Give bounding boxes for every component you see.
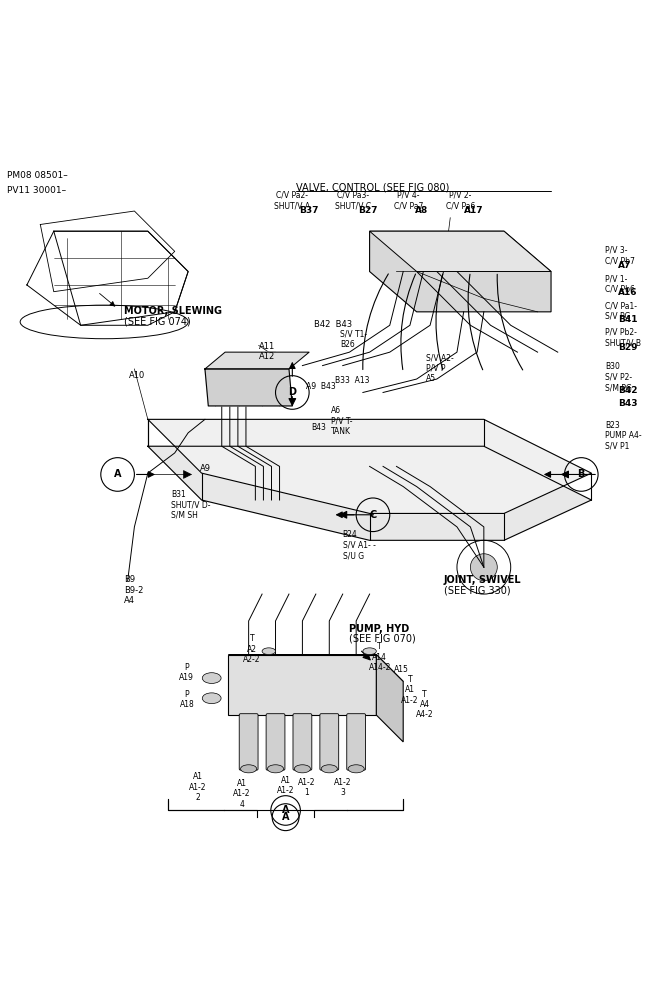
Text: T
A1
A1-2: T A1 A1-2 <box>401 675 419 705</box>
Circle shape <box>470 554 497 581</box>
Polygon shape <box>370 231 551 272</box>
Text: A1
A1-2
4: A1 A1-2 4 <box>233 779 251 809</box>
Text: A17: A17 <box>464 206 484 215</box>
Text: PM08 08501–: PM08 08501– <box>7 171 67 180</box>
Polygon shape <box>148 419 591 513</box>
Text: T
A14
A14-2: T A14 A14-2 <box>368 642 391 672</box>
Text: B37: B37 <box>299 206 319 215</box>
Text: B29: B29 <box>618 343 638 352</box>
Text: A1-2
3: A1-2 3 <box>334 778 351 797</box>
Ellipse shape <box>262 648 276 655</box>
Text: B41: B41 <box>618 315 638 324</box>
Ellipse shape <box>267 765 284 773</box>
FancyBboxPatch shape <box>239 714 258 770</box>
Text: B: B <box>578 469 585 479</box>
Text: P/V 4-
C/V Pa7: P/V 4- C/V Pa7 <box>394 191 423 210</box>
Polygon shape <box>228 655 376 715</box>
Ellipse shape <box>241 765 257 773</box>
Ellipse shape <box>363 648 376 655</box>
Text: (SEE FIG 330): (SEE FIG 330) <box>444 585 510 595</box>
Text: A16: A16 <box>618 288 638 297</box>
Text: B24
S/V A1- -
S/U G: B24 S/V A1- - S/U G <box>343 530 376 560</box>
Text: P/V 1-
C/V Pb6: P/V 1- C/V Pb6 <box>605 274 634 294</box>
Text: PV11 30001–: PV11 30001– <box>7 186 66 195</box>
Text: P/V 3-
C/V Pb7: P/V 3- C/V Pb7 <box>605 246 634 265</box>
Text: B9
B9-2
A4: B9 B9-2 A4 <box>124 575 144 605</box>
FancyBboxPatch shape <box>293 714 312 770</box>
Text: C/V Pa3-
SHUT/V C: C/V Pa3- SHUT/V C <box>335 191 371 210</box>
Text: B33  A13: B33 A13 <box>335 376 369 385</box>
Polygon shape <box>376 655 403 742</box>
Text: P
A18: P A18 <box>179 690 194 709</box>
Text: (SEE FIG 074): (SEE FIG 074) <box>124 317 191 327</box>
Text: B23
PUMP A4-
S/V P1: B23 PUMP A4- S/V P1 <box>605 421 642 451</box>
Text: T
A4
A4-2: T A4 A4-2 <box>416 690 433 719</box>
Text: P
A19: P A19 <box>179 663 194 682</box>
Text: C: C <box>370 510 376 520</box>
Text: B27: B27 <box>358 206 378 215</box>
Text: A6
P/V T-
TANK: A6 P/V T- TANK <box>331 406 352 436</box>
Text: (SEE FIG 070): (SEE FIG 070) <box>349 634 416 644</box>
Text: C/V Pa1-
S/V PG: C/V Pa1- S/V PG <box>605 301 637 320</box>
Ellipse shape <box>202 693 221 704</box>
Text: S/V A2-
P/V P
A5: S/V A2- P/V P A5 <box>426 354 454 383</box>
Text: B30
S/V P2-
S/M PG: B30 S/V P2- S/M PG <box>605 362 632 392</box>
Text: VALVE, CONTROL (SEE FIG 080): VALVE, CONTROL (SEE FIG 080) <box>296 183 449 193</box>
Text: T
A2
A2-2: T A2 A2-2 <box>243 634 261 664</box>
Text: A9: A9 <box>200 464 211 473</box>
FancyBboxPatch shape <box>320 714 339 770</box>
Text: C/V Pa2-
SHUT/V A: C/V Pa2- SHUT/V A <box>274 191 310 210</box>
Text: JOINT, SWIVEL: JOINT, SWIVEL <box>444 575 521 585</box>
Text: A1
A1-2: A1 A1-2 <box>277 776 294 795</box>
Text: S/V T1-
B26: S/V T1- B26 <box>340 329 367 349</box>
FancyBboxPatch shape <box>266 714 285 770</box>
Polygon shape <box>205 369 292 406</box>
Text: A1
A1-2
2: A1 A1-2 2 <box>189 772 206 802</box>
Polygon shape <box>370 231 551 312</box>
Text: A9  B43: A9 B43 <box>306 382 336 391</box>
Text: A15: A15 <box>394 665 409 674</box>
Text: B42: B42 <box>618 386 638 395</box>
Text: A: A <box>282 805 290 815</box>
Ellipse shape <box>321 765 337 773</box>
Text: PUMP, HYD: PUMP, HYD <box>349 624 410 634</box>
Polygon shape <box>205 352 309 369</box>
Ellipse shape <box>202 673 221 683</box>
Polygon shape <box>148 446 591 540</box>
Text: P/V Pb2-
SHUT/V B: P/V Pb2- SHUT/V B <box>605 328 641 347</box>
Text: A8: A8 <box>415 206 429 215</box>
Text: A1-2
1: A1-2 1 <box>298 778 315 797</box>
Text: B43: B43 <box>618 399 638 408</box>
Ellipse shape <box>348 765 364 773</box>
Text: P/V 2-
C/V Pa6: P/V 2- C/V Pa6 <box>446 191 475 210</box>
Text: A11
A12: A11 A12 <box>259 342 275 361</box>
Text: B43: B43 <box>311 423 326 432</box>
Text: A10: A10 <box>129 371 145 380</box>
Polygon shape <box>228 655 403 681</box>
Ellipse shape <box>294 765 310 773</box>
Text: MOTOR, SLEWING: MOTOR, SLEWING <box>124 306 222 316</box>
Text: A: A <box>282 812 290 822</box>
Text: A: A <box>114 469 122 479</box>
Text: D: D <box>288 387 296 397</box>
Text: B42  B43: B42 B43 <box>314 320 353 329</box>
FancyBboxPatch shape <box>347 714 366 770</box>
Text: B31
SHUT/V D-
S/M SH: B31 SHUT/V D- S/M SH <box>171 490 211 520</box>
Text: A7: A7 <box>618 261 632 270</box>
